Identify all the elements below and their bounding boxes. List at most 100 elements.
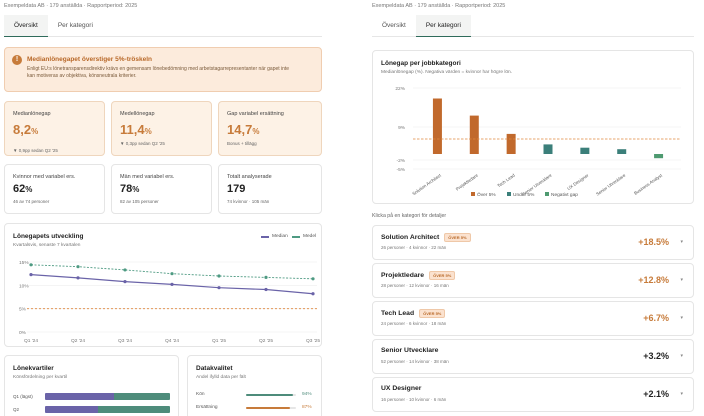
category-gap-value: +18.5% xyxy=(638,237,669,247)
chevron-down-icon[interactable]: ▾ xyxy=(680,391,683,397)
card-subtitle: Andel ifylld data per fält xyxy=(196,375,246,380)
dq-row: Kön 94% xyxy=(196,392,316,397)
medel-point xyxy=(170,272,174,276)
kpi-title: Män med variabel ers. xyxy=(120,174,175,180)
category-label: Tech Lead xyxy=(496,172,516,188)
dq-track xyxy=(246,407,296,409)
kpi-variable-gap: Gap variabel ersättning 14,7% Bonus + ti… xyxy=(218,101,322,156)
medel-line xyxy=(30,264,314,280)
kpi-sub: 46 av 74 personer xyxy=(13,199,50,204)
kpi-title: Kvinnor med variabel ers. xyxy=(13,174,76,180)
x-tick-label: Q3 '25 xyxy=(306,338,320,344)
dq-label: Ersättning xyxy=(196,405,218,410)
dq-percent: 87% xyxy=(302,405,312,410)
chevron-down-icon[interactable]: ▾ xyxy=(680,239,683,245)
kpi-change: ▼ 0,3pp sedan Q2 '25 xyxy=(120,141,165,146)
x-tick-label: Q1 '25 xyxy=(212,338,226,344)
x-tick-label: Q3 '24 xyxy=(118,338,132,344)
medel-point xyxy=(264,275,268,279)
company-info: Exempeldata AB · 179 anställda · Rapport… xyxy=(372,3,506,9)
kpi-value: 179 xyxy=(227,183,246,195)
category-title: UX Designer xyxy=(381,385,421,392)
kpi-sub: Bonus + tillägg xyxy=(227,141,257,146)
category-bar xyxy=(506,133,516,154)
category-gap-value: +3.2% xyxy=(643,351,669,361)
women-share xyxy=(45,393,114,400)
category-name: Senior Utvecklare xyxy=(381,347,439,354)
category-label: Business Analyst xyxy=(633,172,664,196)
median-point xyxy=(29,273,33,277)
legend-swatch xyxy=(292,235,300,238)
chevron-down-icon[interactable]: ▾ xyxy=(680,315,683,321)
kpi-value: 62% xyxy=(13,183,33,195)
kpi-title: Medellönegap xyxy=(120,111,155,117)
kpi-title: Medianlönegap xyxy=(13,111,51,117)
category-headcount: 28 personer · 12 kvinnor · 16 män xyxy=(381,283,449,288)
median-point xyxy=(170,282,174,286)
median-point xyxy=(76,276,80,280)
kpi-total-analyzed: Totalt analyserade 179 74 kvinnor · 105 … xyxy=(218,164,322,214)
tab-overview[interactable]: Översikt xyxy=(382,22,406,29)
men-share xyxy=(113,393,170,400)
category-bar xyxy=(580,147,590,154)
legend-label: Under 5% xyxy=(513,192,535,198)
alert-title: Medianlönegapet överstiger 5%-tröskeln xyxy=(27,56,152,63)
tab-per-category[interactable]: Per kategori xyxy=(57,22,93,29)
category-gap-value: +2.1% xyxy=(643,389,669,399)
card-subtitle: Kvartalsvis, senaste 7 kvartalen xyxy=(13,243,81,248)
chart-title: Lönegap per jobbkategori xyxy=(381,60,461,67)
category-bar-chart: 22% 9% -2% -5% Solution Architect Projektleda… xyxy=(395,86,681,198)
category-title: Senior Utvecklare xyxy=(381,347,438,354)
x-tick-label: Q4 '24 xyxy=(165,338,179,344)
chevron-down-icon[interactable]: ▾ xyxy=(680,353,683,359)
medel-point xyxy=(123,268,127,272)
kpi-title: Totalt analyserade xyxy=(227,174,272,180)
category-label: Projektledare xyxy=(455,172,480,191)
category-bar xyxy=(543,144,553,154)
over-threshold-badge: ÖVER 5% xyxy=(429,271,456,280)
dq-fill xyxy=(246,407,290,409)
category-title: Solution Architect ÖVER 5% xyxy=(381,233,471,242)
median-point xyxy=(217,286,221,290)
category-label: UX Designer xyxy=(566,172,590,191)
dq-row: Ersättning 87% xyxy=(196,405,316,410)
category-row[interactable]: UX Designer 16 personer · 10 kvinnor · 6… xyxy=(372,377,694,412)
category-gap-chart-card: Lönegap per jobbkategori Medianlönegap (… xyxy=(372,50,694,204)
legend-label: Över 5% xyxy=(477,191,496,198)
quartiles-card: Lönekvartiler Könsfördelning per kvartil… xyxy=(4,355,179,416)
card-title: Datakvalitet xyxy=(196,365,233,372)
men-share xyxy=(97,406,170,413)
category-bar xyxy=(432,98,442,154)
category-headcount: 24 personer · 6 kvinnor · 18 män xyxy=(381,321,447,326)
category-gap-value: +6.7% xyxy=(643,313,669,323)
category-bar xyxy=(654,154,664,159)
x-tick-label: Q2 '25 xyxy=(259,338,273,344)
medel-point xyxy=(311,277,315,281)
gap-alert: ! Medianlönegapet överstiger 5%-tröskeln… xyxy=(4,47,322,92)
y-tick-label: 22% xyxy=(395,86,405,92)
tab-per-category[interactable]: Per kategori xyxy=(415,15,471,37)
category-label: Solution Architect xyxy=(411,172,442,196)
alert-text: Enligt EU:s lönetransparensdirektiv kräv… xyxy=(27,66,290,79)
category-row[interactable]: Senior Utvecklare 52 personer · 14 kvinn… xyxy=(372,339,694,374)
category-label: Senior Utvecklare xyxy=(595,172,627,196)
category-bar xyxy=(617,149,627,154)
category-row[interactable]: Solution Architect ÖVER 5% 26 personer · … xyxy=(372,225,694,260)
kpi-women-variable: Kvinnor med variabel ers. 62% 46 av 74 p… xyxy=(4,164,105,214)
tab-overview[interactable]: Översikt xyxy=(4,15,48,37)
kpi-change: ▼ 0,9pp sedan Q2 '25 xyxy=(13,148,58,153)
company-info: Exempeldata AB · 179 anställda · Rapport… xyxy=(4,3,138,9)
card-title: Lönegapets utveckling xyxy=(13,233,84,240)
details-hint: Klicka på en kategori för detaljer xyxy=(372,213,447,219)
kpi-value: 78% xyxy=(120,183,140,195)
quartile-label: Q1 (lägst) xyxy=(13,394,33,399)
category-row[interactable]: Projektledare ÖVER 5% 28 personer · 12 kv… xyxy=(372,263,694,298)
category-row[interactable]: Tech Lead ÖVER 5% 24 personer · 6 kvinnor… xyxy=(372,301,694,336)
legend-label: Negativt gap xyxy=(551,192,578,198)
x-tick-label: Q1 '24 xyxy=(24,338,38,344)
y-tick-label: -2% xyxy=(396,158,405,164)
y-tick-label: 15% xyxy=(19,260,29,266)
quartile-bar xyxy=(45,406,170,413)
chevron-down-icon[interactable]: ▾ xyxy=(680,277,683,283)
card-title: Lönekvartiler xyxy=(13,365,54,372)
